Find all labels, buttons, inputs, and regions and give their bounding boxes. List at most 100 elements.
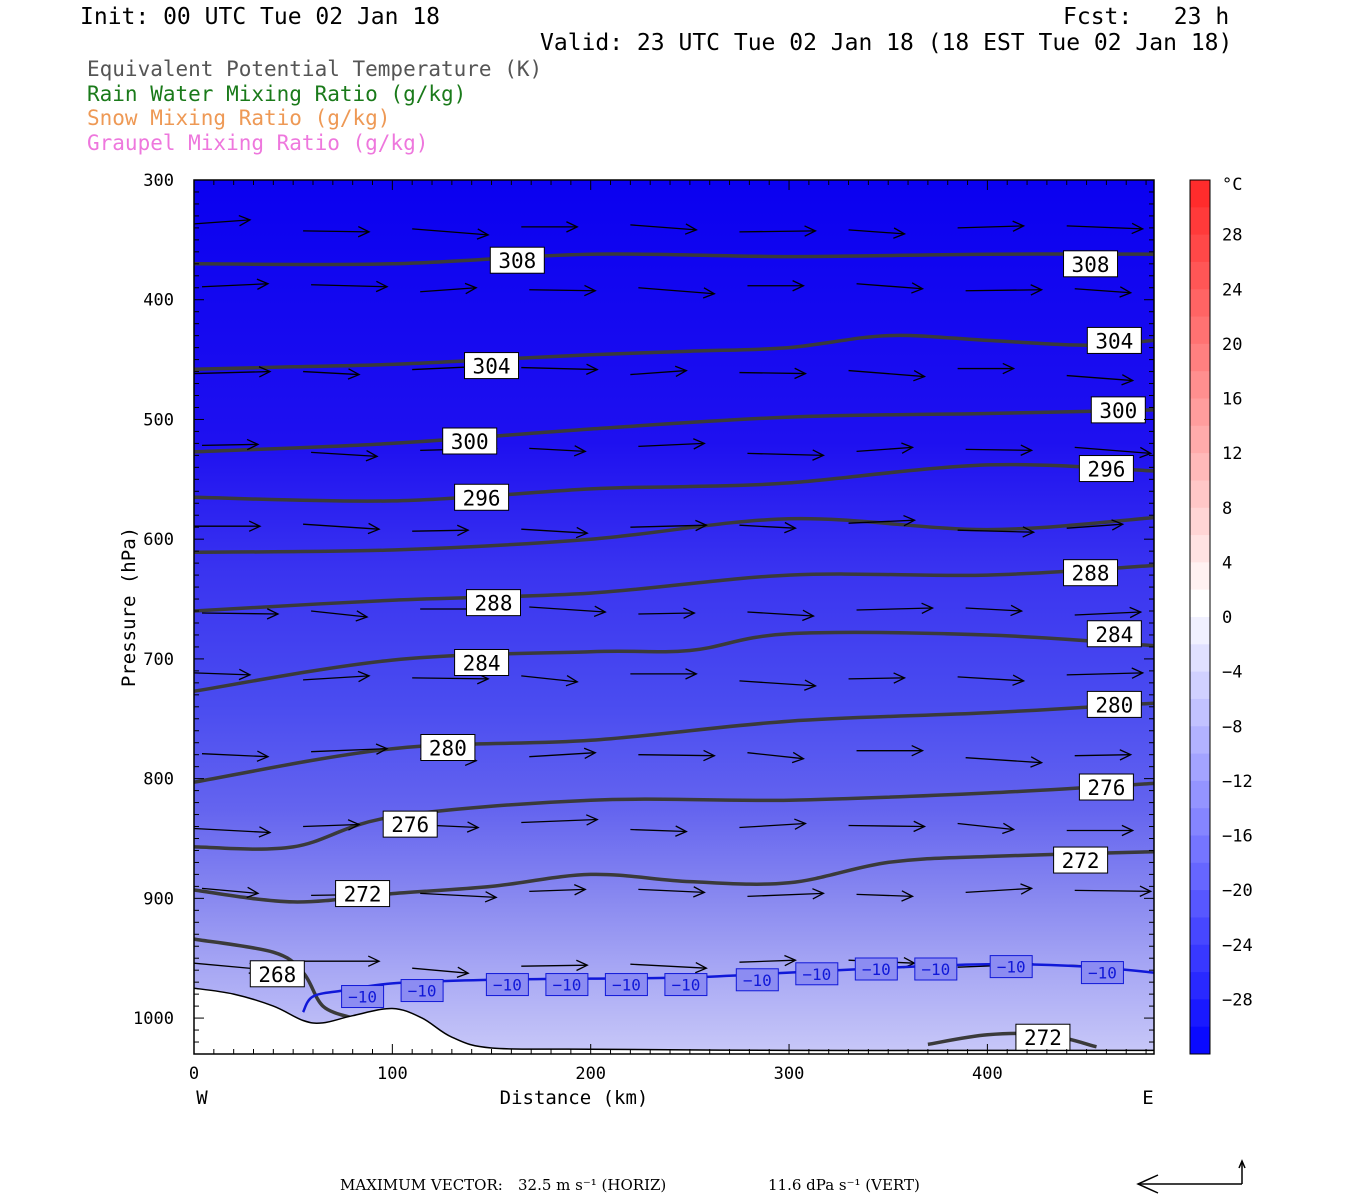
contour-label: 296 [463, 486, 501, 510]
wind-vector-head [476, 228, 490, 240]
wind-vector [521, 964, 588, 967]
wind-vector-head [367, 522, 381, 535]
wind-vector-head [804, 679, 817, 691]
wind-vector [193, 370, 271, 375]
terrain-fill [194, 988, 1154, 1054]
contour-label-box [442, 427, 498, 455]
wind-vector-head [1030, 756, 1044, 768]
wind-vector-head [375, 743, 389, 755]
colorbar-tick-label: 4 [1222, 553, 1232, 573]
wind-vector [747, 892, 824, 898]
colorbar-segment [1190, 425, 1210, 454]
wind-vector [638, 612, 695, 615]
colorbar-unit: °C [1222, 175, 1242, 195]
isotherm-label: −10 [552, 976, 581, 995]
wind-vector [201, 887, 259, 895]
y-tick-label: 900 [143, 889, 174, 909]
colorbar-tick-label: −8 [1222, 717, 1242, 737]
x-tick-label: 400 [972, 1064, 1003, 1084]
y-tick-label: 300 [143, 171, 174, 191]
contour-label: 272 [1062, 849, 1100, 873]
wind-vector [1074, 288, 1131, 294]
wind-vector-head [1010, 604, 1024, 617]
wind-vector [965, 887, 1032, 894]
colorbar-tick-label: −4 [1222, 663, 1242, 683]
x-end-label-west: W [196, 1087, 208, 1109]
isotherm-label: −10 [921, 960, 950, 979]
wind-vector [303, 523, 380, 530]
valid-time: Valid: 23 UTC Tue 02 Jan 18 (18 EST Tue … [540, 30, 1233, 56]
isotherm-label: −10 [997, 958, 1026, 977]
isotherm-label-box [854, 957, 898, 981]
wind-vector [529, 888, 586, 893]
wind-vector [965, 757, 1042, 764]
isotherm-label: −10 [493, 976, 522, 995]
forecast-hour: Fcst: 23 h [1063, 4, 1230, 30]
colorbar-tick-label: 24 [1222, 280, 1242, 300]
wind-vector-head [367, 955, 381, 967]
wind-vector [856, 893, 913, 898]
wind-vector-head [893, 227, 907, 239]
wind-vector-head [258, 826, 272, 838]
wind-vector-head [693, 886, 706, 898]
terrain-outline [193, 987, 1154, 1052]
colorbar-segment [1190, 261, 1210, 290]
theta-e-contour-280 [193, 701, 1155, 784]
temperature-shading [194, 180, 1154, 1054]
max-vector-vert: 11.6 dPa s⁻¹ (VERT) [768, 1176, 920, 1194]
wind-vector-head [893, 672, 907, 684]
wind-vector [856, 607, 933, 611]
wind-vector-head [248, 520, 262, 532]
wind-vector [739, 230, 816, 233]
wind-vector [201, 612, 279, 615]
contour-label: 288 [475, 592, 513, 616]
wind-vector-head [375, 280, 389, 293]
colorbar-segment [1190, 1026, 1210, 1055]
wind-vector [747, 752, 804, 760]
colorbar-segment [1190, 698, 1210, 727]
wind-vector [311, 451, 378, 458]
wind-vector [1066, 225, 1143, 230]
colorbar-segment [1190, 316, 1210, 345]
wind-vector-head [1012, 674, 1026, 686]
isotherm-label-box [914, 957, 958, 981]
wind-vector [638, 754, 715, 757]
contour-label-box [1078, 455, 1134, 483]
x-axis-label: Distance (km) [500, 1087, 649, 1109]
wind-vector [848, 369, 925, 378]
isotherm-label-box [400, 979, 444, 1003]
wind-vector [739, 524, 796, 529]
contour-label: 284 [1095, 623, 1133, 647]
wind-vector-head [804, 225, 817, 237]
wind-vector [521, 366, 598, 371]
wind-vector-head [901, 442, 915, 454]
theta-e-contour-284 [193, 630, 1155, 693]
colorbar-frame [1189, 179, 1211, 1055]
colorbar-tick-label: −24 [1222, 936, 1253, 956]
wind-vector-head [365, 450, 379, 462]
isotherm-label-box [485, 973, 529, 997]
wind-vector [521, 528, 588, 534]
wind-vector [412, 677, 489, 680]
wind-vector-head [355, 610, 369, 622]
colorbar-segment [1190, 917, 1210, 946]
y-tick-label: 700 [143, 650, 174, 670]
isotherm-label-box [341, 985, 385, 1009]
theta-e-contour-288 [193, 563, 1155, 613]
wind-vector-head [921, 602, 935, 615]
wind-vector-head [586, 363, 599, 375]
wind-vector-head [802, 609, 815, 622]
wind-vector [630, 369, 687, 376]
x-end-label-east: E [1142, 1087, 1153, 1109]
wind-vector-head [456, 966, 470, 978]
wind-vector-head [583, 747, 597, 760]
wind-vector [303, 370, 360, 376]
wind-vector-head [794, 818, 807, 830]
wind-vector-head [246, 886, 260, 899]
colorbar-tick-label: 20 [1222, 335, 1242, 355]
wind-vector [529, 752, 596, 758]
contour-label: 268 [258, 963, 296, 987]
wind-vector [739, 680, 816, 687]
contour-label-box [1086, 620, 1142, 648]
wind-vector [739, 822, 806, 829]
